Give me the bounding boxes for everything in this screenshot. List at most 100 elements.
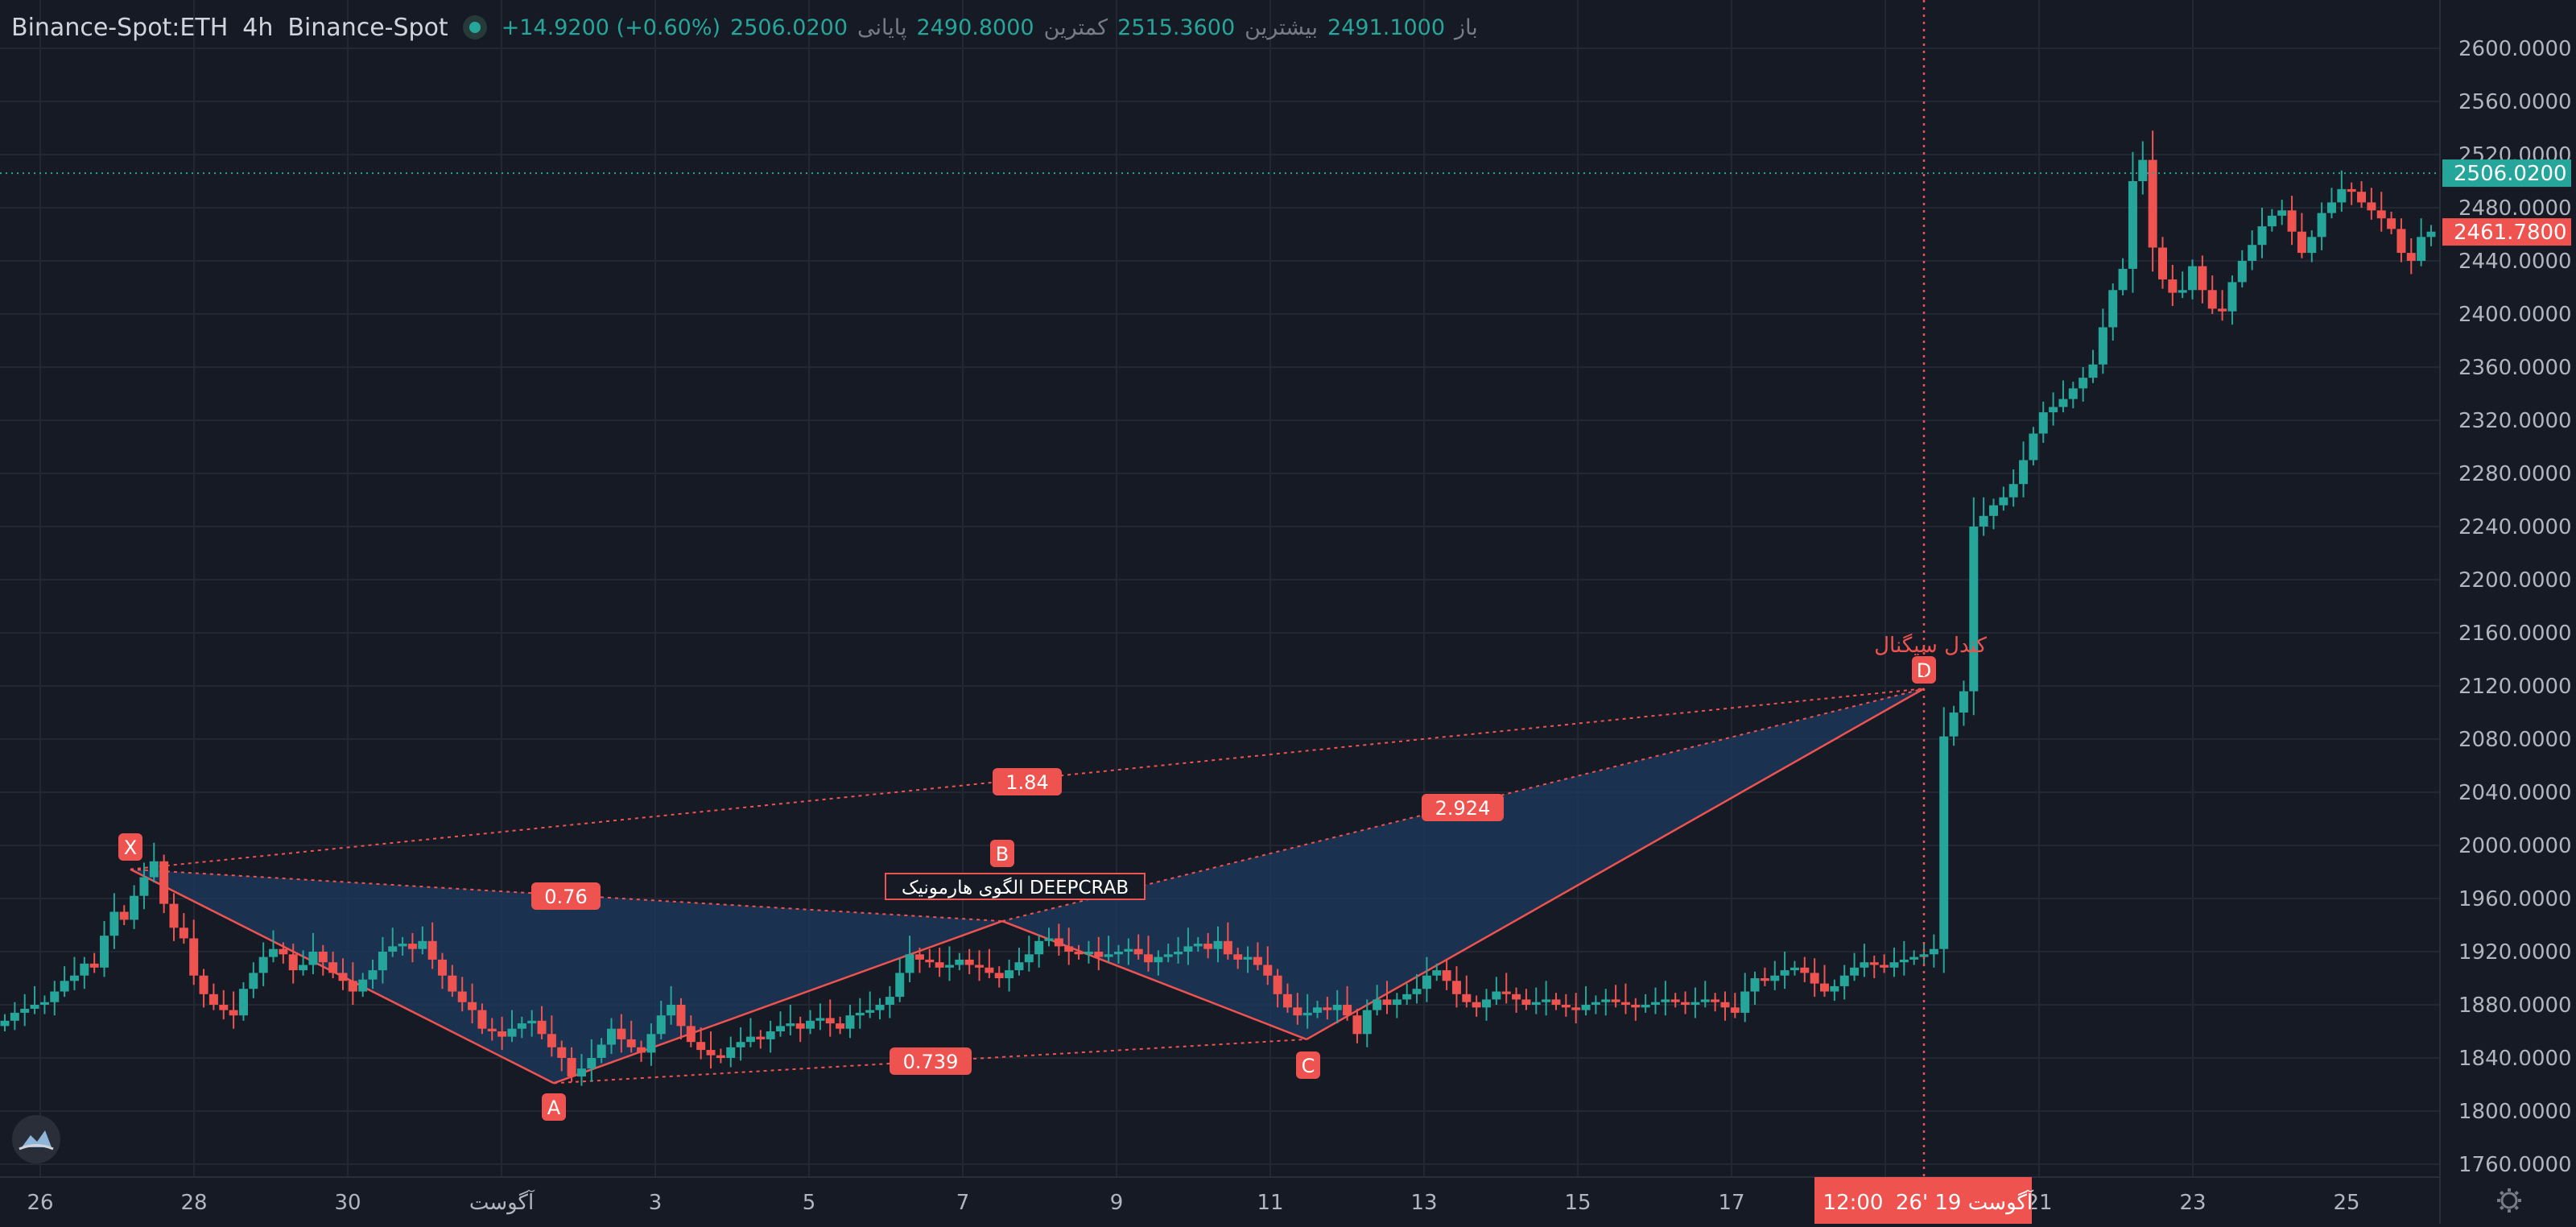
candle-body — [2287, 210, 2297, 232]
svg-text:0.739: 0.739 — [903, 1051, 959, 1073]
candle-body — [1451, 981, 1461, 994]
candle-body — [328, 962, 338, 973]
exchange-name: Binance-Spot — [287, 13, 448, 42]
svg-text:B: B — [996, 843, 1009, 866]
price-tick-label: 2000.0000 — [2458, 834, 2572, 858]
candle-body — [2118, 268, 2128, 291]
candle-body — [427, 940, 437, 960]
candle-body — [1174, 952, 1183, 955]
close-label: پایانی — [857, 14, 907, 40]
candle-body — [2297, 231, 2306, 254]
high-value: 2515.3600 — [1117, 14, 1236, 40]
svg-text:A: A — [547, 1097, 561, 1119]
candle-body — [2019, 460, 2029, 485]
candle-body — [1273, 975, 1282, 994]
candle-body — [1730, 1007, 1740, 1013]
xab-triangle — [130, 869, 1002, 1084]
candle-body — [795, 1023, 805, 1029]
candle-body — [766, 1031, 775, 1039]
candle-body — [448, 975, 457, 992]
candle-body — [1382, 999, 1392, 1005]
candle-body — [2357, 192, 2367, 203]
ohlc-values: باز 2491.1000 بیشترین 2515.3600 کمترین 2… — [502, 15, 1478, 40]
candle-body — [418, 940, 427, 949]
candle-body — [745, 1036, 755, 1043]
candle-body — [1780, 970, 1790, 976]
candle-body — [80, 963, 89, 976]
pattern-ratio-line — [1001, 688, 1925, 923]
candle-body — [527, 1020, 537, 1024]
candle-body — [2248, 245, 2257, 261]
ratio-bd-label: 2.924 — [1422, 794, 1504, 821]
candle-body — [358, 979, 368, 992]
candle-body — [637, 1047, 646, 1053]
candle-body — [836, 1023, 845, 1029]
candle-body — [1869, 962, 1879, 965]
candle-body — [806, 1020, 815, 1029]
candle-body — [775, 1026, 785, 1031]
price-tick-label: 2320.0000 — [2458, 409, 2572, 433]
close-value: 2506.0200 — [730, 14, 848, 40]
price-tick-label: 2120.0000 — [2458, 675, 2572, 699]
candle-body — [2079, 378, 2088, 389]
candle-body — [2138, 159, 2148, 181]
interval-label[interactable]: 4h — [242, 13, 274, 42]
candle-body — [786, 1023, 795, 1027]
candle-body — [2038, 412, 2048, 434]
candle-body — [1352, 1015, 1362, 1035]
svg-text:0.76: 0.76 — [544, 886, 587, 908]
candle-body — [994, 973, 1004, 978]
svg-text:C: C — [1302, 1055, 1315, 1077]
time-tick-label: 7 — [956, 1191, 970, 1215]
candle-body — [89, 963, 99, 968]
time-tick-label: 23 — [2179, 1191, 2206, 1215]
candle-body — [1909, 956, 1919, 960]
candle-body — [587, 1058, 597, 1069]
overlays: X A B C D 0.76 0.739 1.84 2.924 الگوی هارمونیک DE… — [0, 0, 2439, 1177]
candle-body — [2098, 327, 2107, 365]
price-tick-label: 2480.0000 — [2458, 196, 2572, 221]
gear-icon[interactable] — [2497, 1188, 2521, 1213]
candle-body — [2049, 407, 2058, 413]
candle-body — [944, 965, 954, 968]
candle-body — [1988, 505, 1998, 516]
cloud-logo-icon[interactable] — [12, 1115, 60, 1163]
candle-body — [299, 965, 308, 971]
candle-body — [1144, 954, 1154, 963]
candle-body — [935, 962, 944, 968]
candle-body — [696, 1042, 706, 1051]
candle-body — [1770, 975, 1780, 981]
symbol-legend: Binance-Spot:ETH 4h Binance-Spot باز 249… — [0, 0, 2439, 55]
time-tick-label: 28 — [180, 1191, 207, 1215]
candle-body — [1690, 1002, 1700, 1005]
candle-body — [1810, 973, 1819, 984]
market-status-icon[interactable] — [462, 15, 487, 39]
candle-body — [905, 954, 914, 973]
candle-body — [2008, 484, 2018, 498]
candle-body — [119, 911, 129, 920]
price-tick-label: 1840.0000 — [2458, 1047, 2572, 1071]
candle-body — [159, 861, 169, 904]
candle-body — [2088, 364, 2098, 378]
candle-body — [100, 936, 109, 968]
svg-text:2.924: 2.924 — [1435, 797, 1491, 820]
open-value: 2491.1000 — [1327, 14, 1446, 40]
candle-body — [1124, 948, 1133, 952]
time-axis-bg — [0, 1177, 2439, 1224]
candle-body — [2277, 210, 2287, 216]
candle-body — [626, 1039, 636, 1047]
candle-body — [1800, 967, 1810, 973]
time-tick-label: 13 — [1410, 1191, 1437, 1215]
last-price-tag: 2506.0200 — [2442, 159, 2571, 188]
symbol-name[interactable]: Binance-Spot:ETH — [11, 13, 229, 42]
svg-text:12:00: 12:00 — [1823, 1191, 1884, 1215]
candle-body — [1183, 946, 1193, 952]
candle-body — [1631, 1005, 1641, 1008]
price-axis-bg — [2439, 0, 2576, 1224]
candle-body — [1880, 965, 1889, 968]
candle-body — [149, 861, 159, 878]
candle-body — [0, 1020, 10, 1027]
time-tick-label: 11 — [1257, 1191, 1283, 1215]
